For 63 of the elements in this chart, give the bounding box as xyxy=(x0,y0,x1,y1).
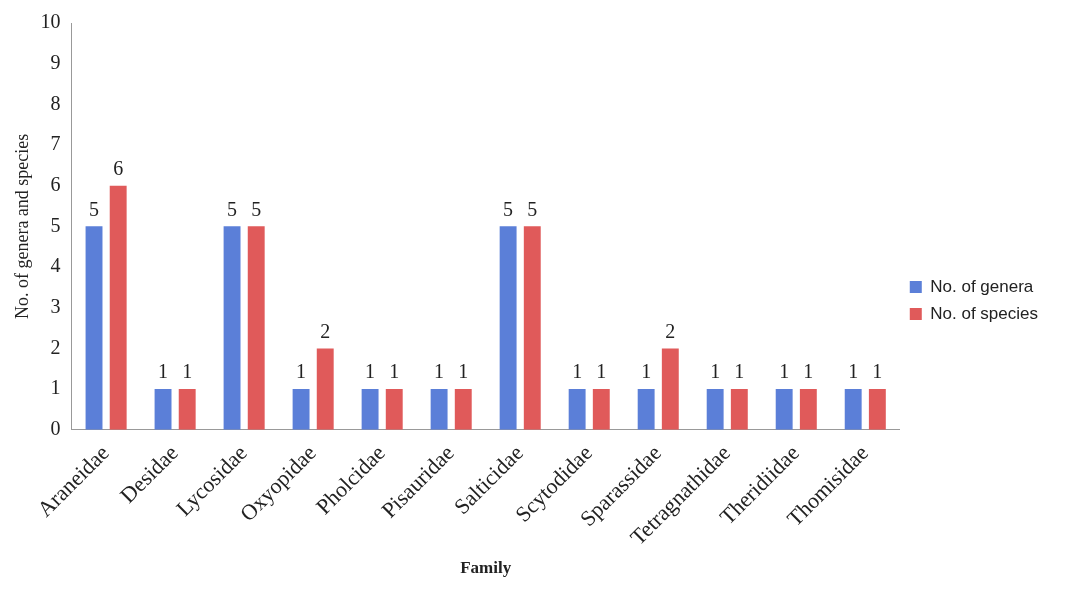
data-label: 1 xyxy=(182,360,193,383)
data-label: 2 xyxy=(665,319,676,342)
bar xyxy=(661,348,679,430)
bar xyxy=(430,389,448,430)
y-tick-label: 9 xyxy=(50,50,61,73)
data-label: 1 xyxy=(389,360,400,383)
y-tick-label: 1 xyxy=(50,376,61,399)
bar xyxy=(85,226,103,430)
data-label: 5 xyxy=(251,197,262,220)
y-tick-label: 7 xyxy=(50,132,61,155)
bar xyxy=(706,389,724,430)
bar xyxy=(775,389,793,430)
bar xyxy=(844,389,862,430)
data-label: 1 xyxy=(872,360,883,383)
data-label: 1 xyxy=(296,360,307,383)
data-label: 1 xyxy=(572,360,583,383)
y-tick-label: 6 xyxy=(50,172,61,195)
bar xyxy=(568,389,586,430)
data-label: 5 xyxy=(527,197,538,220)
data-label: 1 xyxy=(803,360,814,383)
y-tick-label: 10 xyxy=(40,10,61,33)
bar xyxy=(385,389,403,430)
bar xyxy=(292,389,310,430)
bar xyxy=(178,389,196,430)
y-tick-label: 3 xyxy=(50,294,61,317)
bar xyxy=(499,226,517,430)
data-label: 1 xyxy=(848,360,859,383)
y-tick-label: 8 xyxy=(50,91,61,114)
data-label: 1 xyxy=(158,360,169,383)
bar xyxy=(361,389,379,430)
bar xyxy=(109,185,127,430)
legend-label: No. of genera xyxy=(930,276,1034,296)
bar xyxy=(454,389,472,430)
bar xyxy=(799,389,817,430)
bar xyxy=(154,389,172,430)
bar xyxy=(223,226,241,430)
bar xyxy=(868,389,886,430)
bar xyxy=(592,389,610,430)
data-label: 6 xyxy=(113,156,124,179)
y-tick-label: 0 xyxy=(50,416,61,439)
data-label: 1 xyxy=(710,360,721,383)
data-label: 5 xyxy=(227,197,238,220)
y-tick-label: 5 xyxy=(50,213,61,236)
data-label: 5 xyxy=(89,197,100,220)
data-label: 1 xyxy=(779,360,790,383)
y-axis-title: No. of genera and species xyxy=(11,133,32,320)
data-label: 5 xyxy=(503,197,514,220)
y-tick-label: 4 xyxy=(50,254,61,277)
data-label: 1 xyxy=(641,360,652,383)
bar xyxy=(730,389,748,430)
bar xyxy=(523,226,541,430)
data-label: 1 xyxy=(365,360,376,383)
y-tick-label: 2 xyxy=(50,335,61,358)
data-label: 1 xyxy=(434,360,445,383)
bar xyxy=(316,348,334,430)
data-label: 1 xyxy=(458,360,469,383)
legend-label: No. of species xyxy=(930,303,1039,323)
data-label: 1 xyxy=(734,360,745,383)
bar xyxy=(247,226,265,430)
data-label: 1 xyxy=(596,360,607,383)
bar xyxy=(637,389,655,430)
data-label: 2 xyxy=(320,319,331,342)
x-axis-title: Family xyxy=(460,558,512,578)
